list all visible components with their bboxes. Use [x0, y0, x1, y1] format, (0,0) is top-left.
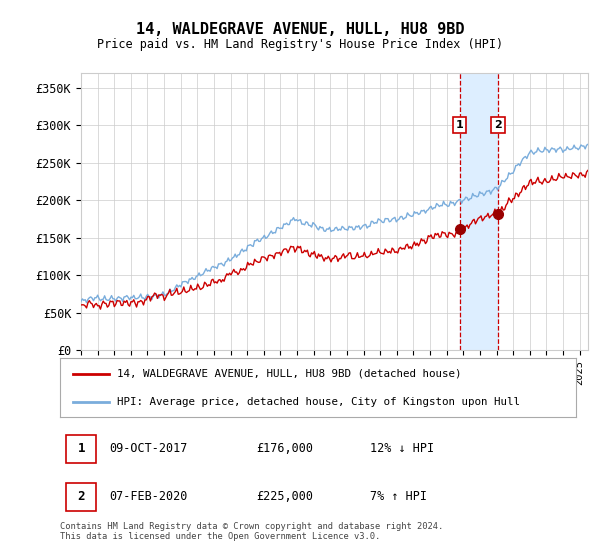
Text: 2: 2 [494, 120, 502, 130]
Bar [460, 73, 498, 350]
Text: 14, WALDEGRAVE AVENUE, HULL, HU8 9BD (detached house): 14, WALDEGRAVE AVENUE, HULL, HU8 9BD (de… [117, 368, 461, 379]
Text: Price paid vs. HM Land Registry's House Price Index (HPI): Price paid vs. HM Land Registry's House … [97, 38, 503, 50]
Text: Contains HM Land Registry data © Crown copyright and database right 2024.
This d: Contains HM Land Registry data © Crown c… [60, 522, 443, 542]
Text: 7% ↑ HPI: 7% ↑ HPI [370, 490, 427, 503]
Text: 14, WALDEGRAVE AVENUE, HULL, HU8 9BD: 14, WALDEGRAVE AVENUE, HULL, HU8 9BD [136, 22, 464, 38]
Text: £176,000: £176,000 [256, 442, 313, 455]
Text: 12% ↓ HPI: 12% ↓ HPI [370, 442, 434, 455]
Text: HPI: Average price, detached house, City of Kingston upon Hull: HPI: Average price, detached house, City… [117, 397, 520, 407]
Text: 1: 1 [77, 442, 85, 455]
Text: 09-OCT-2017: 09-OCT-2017 [109, 442, 187, 455]
Text: 1: 1 [455, 120, 463, 130]
Bar [66, 435, 96, 463]
Text: 2: 2 [77, 490, 85, 503]
Text: 07-FEB-2020: 07-FEB-2020 [109, 490, 187, 503]
Text: £225,000: £225,000 [256, 490, 313, 503]
Bar [66, 483, 96, 511]
